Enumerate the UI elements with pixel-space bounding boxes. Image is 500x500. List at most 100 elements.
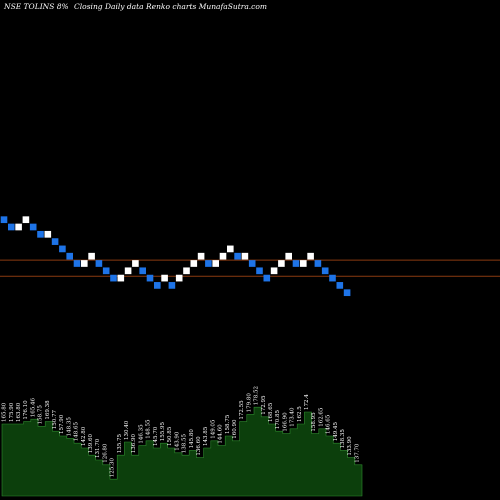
symbol: NSE TOLINS	[4, 2, 55, 11]
renko-brick	[146, 274, 154, 282]
renko-brick	[183, 267, 190, 275]
renko-brick	[15, 223, 22, 231]
renko-brick	[307, 252, 314, 260]
renko-brick	[227, 245, 234, 253]
volume-label: 139.60	[88, 433, 94, 453]
volume-label: 172.95	[261, 395, 267, 415]
volume-label: 163.80	[16, 402, 22, 422]
renko-brick	[139, 267, 146, 275]
volume-label: 149.05	[210, 419, 216, 439]
volume-label: 155.95	[160, 421, 166, 441]
renko-brick	[168, 282, 176, 289]
volume-label: 176.10	[23, 400, 29, 420]
volume-label: 145.70	[153, 426, 159, 446]
volume-label: 170.85	[275, 409, 281, 429]
volume-label: 148.55	[146, 419, 152, 439]
volume-label: 125.30	[110, 457, 116, 477]
volume-label: 169.38	[45, 400, 51, 420]
volume-label: 157.90	[59, 414, 65, 434]
renko-brick	[343, 289, 351, 297]
renko-brick	[73, 260, 81, 267]
volume-label: 162.65	[318, 407, 324, 427]
volume-label: 160.90	[232, 419, 238, 439]
renko-brick	[154, 282, 161, 289]
volume-label: 137.70	[354, 443, 360, 463]
volume-label: 133.90	[347, 436, 353, 456]
volume-label: 178.52	[254, 386, 260, 405]
renko-brick	[234, 252, 241, 260]
volume-label: 146.65	[326, 414, 332, 434]
renko-brick	[285, 252, 292, 260]
renko-brick	[161, 274, 168, 282]
volume-label: 168.65	[268, 402, 274, 422]
volume-label: 173.40	[290, 407, 296, 427]
renko-brick	[248, 260, 256, 267]
description: Closing Daily data Renko charts MunafaSu…	[74, 2, 268, 11]
bricks	[0, 216, 351, 297]
renko-brick	[278, 260, 285, 267]
volume-label: 166.90	[282, 412, 288, 432]
volume-label: 150.85	[167, 426, 173, 446]
renko-brick	[124, 267, 132, 275]
renko-brick	[66, 252, 73, 260]
volume-label: 143.85	[203, 426, 209, 446]
renko-brick	[292, 260, 300, 267]
renko-brick	[132, 260, 139, 267]
renko-brick	[212, 260, 219, 267]
renko-brick	[37, 230, 44, 238]
renko-brick	[0, 216, 8, 224]
change-percent: 8%	[56, 2, 69, 11]
volume-label: 144.60	[218, 424, 224, 444]
renko-brick	[329, 274, 336, 282]
renko-brick	[88, 252, 95, 260]
renko-brick	[314, 260, 322, 267]
renko-brick	[51, 238, 59, 245]
renko-brick	[110, 274, 117, 282]
volume-label: 136.90	[131, 433, 137, 453]
volume-label: 130.40	[124, 420, 130, 440]
volume-label: 150.77	[52, 409, 58, 429]
renko-brick	[263, 274, 271, 282]
volume-label: 162.5	[297, 406, 303, 422]
renko-brick	[81, 260, 88, 267]
volume-label: 142.80	[81, 426, 87, 446]
renko-brick	[175, 274, 183, 282]
volume-label: 131.70	[95, 438, 101, 458]
renko-brick	[8, 223, 15, 231]
volume-label: 175.90	[9, 402, 15, 422]
renko-brick	[190, 260, 198, 267]
volume-label: 158.75	[38, 405, 44, 425]
volume-label: 138.35	[340, 429, 346, 449]
volume-label: 138.55	[182, 433, 188, 453]
renko-brick	[270, 267, 278, 275]
volume-labels: 165.80 175.90 163.80 176.10 165.46 158.75 169.…	[2, 386, 361, 477]
volume-label: 149.45	[333, 421, 339, 441]
renko-brick	[336, 282, 344, 289]
volume-label: 165.46	[30, 397, 36, 417]
renko-brick	[241, 252, 249, 260]
volume-label: 158.75	[225, 414, 231, 434]
volume-label: 145.80	[189, 429, 195, 449]
volume-label: 179.80	[246, 393, 252, 413]
volume-label: 148.65	[74, 421, 80, 441]
volume-label: 146.35	[138, 424, 144, 444]
volume-label: 172.55	[239, 400, 245, 420]
volume-label: 172.4	[304, 394, 310, 410]
volume-label: 136.60	[196, 436, 202, 456]
volume-label: 165.80	[2, 402, 8, 422]
volume-area	[1, 406, 363, 497]
chart-title: NSE TOLINS 8% Closing Daily data Renko c…	[4, 2, 270, 11]
volume-label: 143.90	[174, 431, 180, 451]
volume-label: 126.80	[102, 443, 108, 463]
renko-brick	[44, 230, 52, 238]
renko-brick	[22, 216, 30, 224]
renko-brick	[59, 245, 66, 253]
renko-brick	[102, 267, 110, 275]
volume-area-path	[1, 406, 363, 497]
volume-label: 158.95	[311, 412, 317, 432]
renko-brick	[117, 274, 125, 282]
renko-brick	[95, 260, 103, 267]
renko-brick	[197, 252, 205, 260]
renko-brick	[321, 267, 329, 275]
